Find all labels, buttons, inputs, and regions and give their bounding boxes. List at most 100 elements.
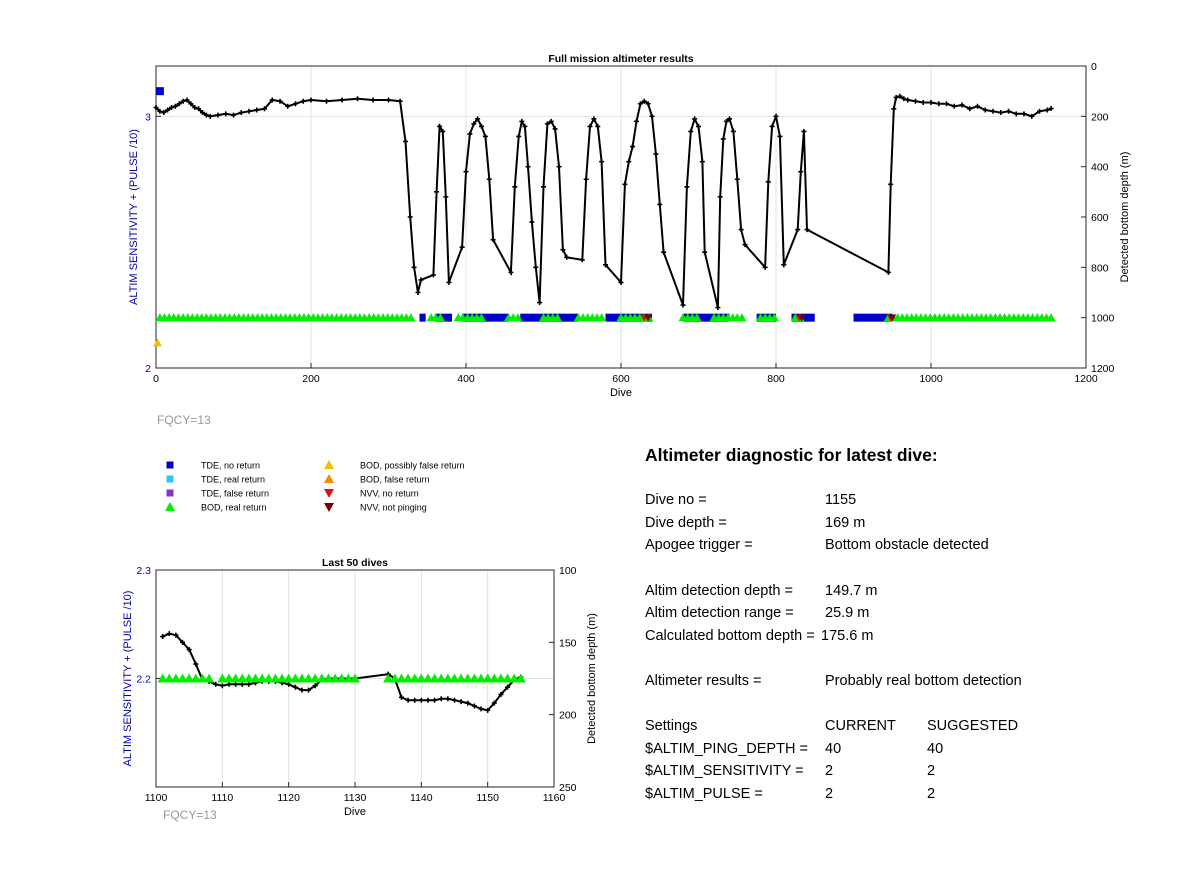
bottom-depth-point: [479, 123, 484, 129]
bod-real-return-marker: [237, 673, 248, 683]
bottom-depth-point: [286, 681, 292, 687]
tde-no-return-marker: [435, 313, 453, 322]
bottom-depth-point: [653, 151, 659, 157]
bottom-depth-point: [339, 97, 345, 103]
diagnostic-key: Calculated bottom depth =: [645, 628, 815, 644]
bod-real-return-marker: [270, 673, 281, 683]
bod-real-return-marker: [383, 673, 394, 683]
x-axis-label: Dive: [610, 387, 632, 399]
bod-marker: [153, 338, 163, 347]
bottom-depth-point: [505, 684, 511, 690]
settings-current: 2: [825, 763, 834, 779]
bottom-depth-point: [762, 264, 768, 270]
settings-key: $ALTIM_PING_DEPTH =: [645, 741, 808, 757]
bottom-depth-point: [692, 116, 698, 122]
x-tick-label: 1100: [145, 792, 168, 804]
bottom-depth-point: [186, 647, 192, 653]
legend-label: BOD, real return: [201, 503, 267, 513]
bottom-depth-point: [238, 110, 244, 116]
bottom-depth-point: [180, 98, 186, 104]
tde-no-return-marker: [462, 313, 509, 322]
bottom-depth-point: [443, 194, 449, 200]
bottom-depth-point: [471, 703, 477, 709]
x-tick-label: 400: [457, 373, 475, 385]
bod-real-return-marker: [217, 673, 228, 683]
y-right-tick-label: 150: [559, 637, 577, 649]
diagnostic-value: 149.7 m: [825, 583, 878, 599]
bottom-depth-point: [440, 128, 446, 134]
bottom-depth-point: [765, 179, 771, 185]
tde-no-return-marker: [683, 313, 730, 322]
bottom-depth-point: [246, 681, 252, 687]
bottom-depth-point: [434, 189, 440, 195]
bottom-depth-point: [203, 112, 209, 118]
bottom-depth-point: [928, 99, 934, 105]
bottom-depth-point: [1044, 107, 1050, 113]
bod-real-return-marker: [469, 673, 480, 683]
bod-real-return-marker: [737, 313, 747, 322]
bod-real-return-marker: [416, 673, 427, 683]
nvv-marker: [888, 314, 897, 322]
bottom-depth-point: [418, 277, 424, 283]
bod-real-return-marker: [436, 673, 447, 683]
bottom-depth-point: [172, 103, 178, 109]
bottom-depth-point: [556, 164, 562, 170]
tde-no-return-marker: [853, 313, 893, 322]
bottom-depth-point: [438, 696, 444, 702]
bod-real-return-marker: [177, 673, 188, 683]
bod-real-return-marker: [170, 673, 181, 683]
bottom-depth-point: [702, 249, 708, 255]
bottom-depth-point: [219, 683, 225, 689]
bottom-depth-point: [742, 242, 748, 248]
bod-real-return-marker: [323, 673, 334, 683]
bottom-depth-point: [891, 106, 897, 112]
bottom-depth-point: [213, 681, 219, 687]
bottom-depth-point: [587, 123, 593, 129]
diagnostic-key: Altim detection range =: [645, 605, 794, 621]
bottom-depth-point: [254, 107, 260, 113]
bod-real-return-marker: [250, 673, 261, 683]
bod-real-return-marker: [230, 673, 241, 683]
bottom-depth-point: [622, 181, 628, 187]
settings-suggested: 2: [927, 763, 936, 779]
y-left-tick-label: 2.2: [136, 674, 151, 686]
bottom-depth-point: [475, 116, 481, 122]
bod-real-return-marker: [257, 673, 268, 683]
bottom-depth-point: [649, 113, 655, 119]
bottom-depth-point: [262, 106, 267, 112]
bottom-depth-point: [300, 98, 306, 104]
bottom-depth-point: [180, 639, 186, 645]
bod-real-return-marker: [489, 673, 500, 683]
bottom-depth-point: [153, 105, 159, 111]
legend-label: NVV, not pinging: [360, 503, 427, 513]
bottom-depth-point: [193, 661, 199, 667]
bottom-depth-point: [386, 97, 391, 103]
bottom-depth-point: [552, 126, 558, 132]
y-right-axis-label: Detected bottom depth (m): [586, 613, 598, 744]
bottom-depth-point: [936, 101, 942, 107]
bottom-depth-line: [162, 632, 522, 712]
bottom-depth-point: [533, 264, 539, 270]
bottom-depth-point: [324, 98, 329, 104]
bottom-depth-point: [684, 184, 690, 190]
bottom-depth-point: [548, 118, 554, 124]
bottom-depth-point: [482, 133, 488, 139]
bottom-depth-point: [544, 121, 550, 127]
settings-header-suggested: SUGGESTED: [927, 718, 1019, 734]
bod-real-return-marker: [184, 673, 195, 683]
bottom-depth-point: [490, 237, 496, 243]
bottom-depth-point: [998, 110, 1004, 116]
bottom-depth-point: [525, 164, 531, 170]
bottom-depth-point: [306, 687, 312, 693]
y-right-axis-label: Detected bottom depth (m): [1119, 152, 1131, 283]
bod-real-return-marker: [204, 673, 215, 683]
bod-real-return-marker: [435, 313, 445, 322]
settings-suggested: 2: [927, 786, 936, 802]
bod-real-return-marker: [396, 673, 407, 683]
bottom-depth-point: [415, 290, 421, 295]
bottom-depth-point: [798, 169, 804, 175]
bod-real-return-marker: [456, 673, 467, 683]
bottom-depth-point: [169, 105, 174, 111]
bod-real-return-marker: [350, 673, 360, 683]
bottom-depth-point: [637, 101, 643, 107]
